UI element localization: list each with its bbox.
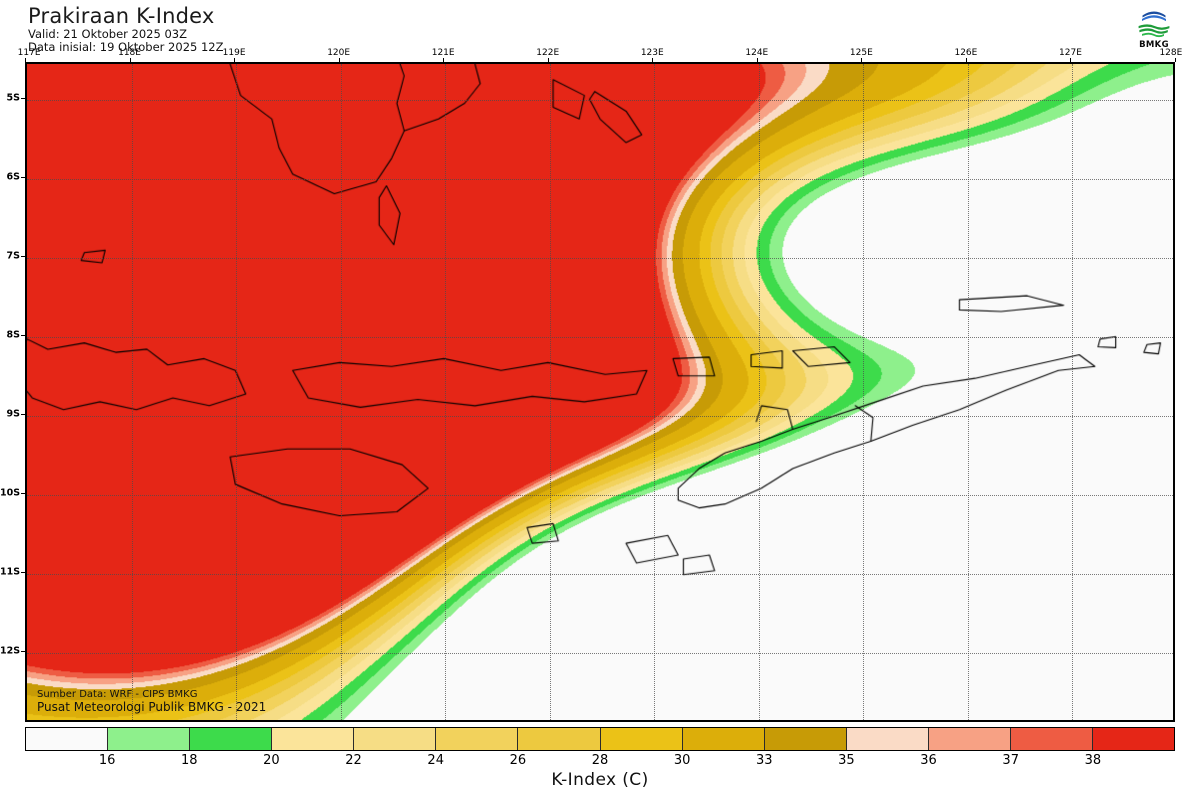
colorbar-band[interactable]	[518, 728, 601, 750]
bmkg-logo-icon	[1137, 5, 1171, 39]
lat-tick-label: 5S	[6, 92, 20, 104]
lon-tick-mark	[234, 58, 236, 62]
bmkg-logo-text: BMKG	[1139, 40, 1169, 50]
lon-tick-label: 123E	[640, 48, 664, 58]
lat-tick-mark	[21, 255, 25, 257]
bmkg-logo: BMKG	[1122, 4, 1186, 50]
lon-tick-label: 124E	[745, 48, 769, 58]
lat-tick-mark	[21, 492, 25, 494]
valid-time-line: Valid: 21 Oktober 2025 03Z	[28, 27, 187, 41]
lat-tick-label: 10S	[0, 487, 21, 499]
lat-tick-mark	[21, 413, 25, 415]
colorbar[interactable]: 16 18 20 22 24 26 28 30 33 35 36 37 38	[25, 727, 1175, 769]
initial-data-line: Data inisial: 19 Oktober 2025 12Z	[28, 40, 224, 54]
lon-tick-mark	[965, 58, 967, 62]
colorbar-band[interactable]	[600, 728, 683, 750]
colorbar-title: K-Index (C)	[551, 770, 649, 790]
lat-tick-label: 9S	[6, 408, 20, 420]
lat-tick-label: 7S	[6, 250, 20, 262]
lon-tick-mark	[338, 58, 340, 62]
lon-tick-label: 120E	[327, 48, 351, 58]
colorbar-tick: 30	[673, 753, 691, 768]
colorbar-tick: 37	[1002, 753, 1019, 768]
lat-tick-label: 12S	[0, 645, 21, 657]
colorbar-tick: 24	[427, 753, 444, 768]
lon-tick-mark	[547, 58, 549, 62]
header: Prakiraan K-Index Valid: 21 Oktober 2025…	[28, 4, 728, 54]
colorbar-band[interactable]	[764, 728, 847, 750]
data-source-text: Sumber Data: WRF - CIPS BMKG	[37, 689, 198, 700]
lon-tick-mark	[756, 58, 758, 62]
colorbar-band[interactable]	[928, 728, 1011, 750]
colorbar-band[interactable]	[846, 728, 929, 750]
colorbar-tick: 35	[838, 753, 855, 768]
colorbar-band[interactable]	[1010, 728, 1094, 750]
lon-tick-label: 117E	[17, 48, 41, 58]
owner-text: Pusat Meteorologi Publik BMKG - 2021	[37, 700, 267, 714]
lat-tick-mark	[21, 97, 25, 99]
lat-tick-mark	[21, 571, 25, 573]
colorbar-tick: 22	[345, 753, 362, 768]
colorbar-band[interactable]	[272, 728, 355, 750]
lon-tick-mark	[25, 58, 26, 62]
colorbar-band[interactable]	[190, 728, 273, 750]
colorbar-band[interactable]	[682, 728, 765, 750]
lon-tick-mark	[1175, 58, 1176, 62]
lat-tick-mark	[21, 176, 25, 178]
colorbar-band[interactable]	[26, 728, 109, 750]
colorbar-tick: 18	[181, 753, 198, 768]
colorbar-band[interactable]	[108, 728, 191, 750]
colorbar-bands[interactable]	[25, 727, 1175, 751]
lat-tick-label: 11S	[0, 566, 21, 578]
lat-tick-mark	[21, 334, 25, 336]
lon-tick-label: 128E	[1159, 48, 1183, 58]
colorbar-band[interactable]	[436, 728, 519, 750]
lon-tick-label: 118E	[118, 48, 141, 58]
lon-tick-label: 119E	[222, 48, 246, 58]
credits-block: Sumber Data: WRF - CIPS BMKG Pusat Meteo…	[37, 688, 266, 714]
lon-tick-label: 125E	[849, 48, 873, 58]
colorbar-tick: 28	[591, 753, 609, 768]
lon-tick-label: 122E	[536, 48, 560, 58]
colorbar-tick: 33	[756, 753, 773, 768]
lon-tick-mark	[652, 58, 654, 62]
colorbar-tick: 26	[509, 753, 527, 768]
lon-tick-label: 126E	[954, 48, 978, 58]
colorbar-tick: 36	[920, 753, 937, 768]
lon-tick-label: 121E	[431, 48, 455, 58]
colorbar-band[interactable]	[1093, 728, 1175, 750]
lon-tick-label: 127E	[1059, 48, 1082, 58]
lon-tick-mark	[861, 58, 863, 62]
colorbar-tick-labels: 16 18 20 22 24 26 28 30 33 35 36 37 38	[25, 751, 1175, 769]
page-title: Prakiraan K-Index	[28, 4, 215, 28]
lat-tick-label: 8S	[6, 329, 20, 341]
lon-tick-mark	[1070, 58, 1072, 62]
map-plot-area[interactable]: Sumber Data: WRF - CIPS BMKG Pusat Meteo…	[25, 62, 1175, 722]
k-index-contour-fill	[27, 64, 1173, 720]
colorbar-tick: 20	[263, 753, 280, 768]
colorbar-band[interactable]	[354, 728, 437, 750]
lon-tick-mark	[443, 58, 445, 62]
colorbar-tick: 16	[98, 753, 116, 768]
colorbar-tick: 38	[1084, 753, 1102, 768]
lon-tick-mark	[129, 58, 131, 62]
lat-tick-label: 6S	[6, 171, 20, 183]
lat-tick-mark	[21, 650, 25, 652]
